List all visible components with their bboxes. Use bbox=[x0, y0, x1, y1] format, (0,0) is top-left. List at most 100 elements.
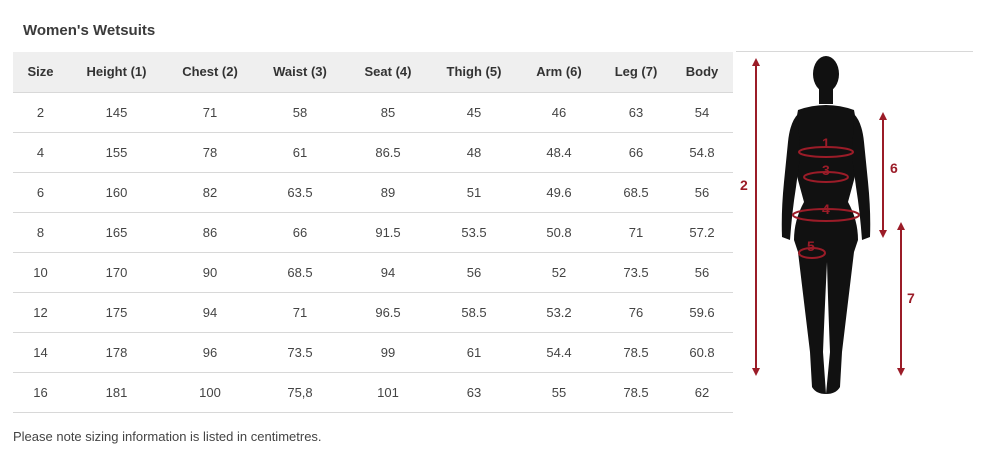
table-cell: 175 bbox=[68, 292, 165, 333]
table-cell: 51 bbox=[431, 172, 517, 213]
table-cell: 170 bbox=[68, 252, 165, 293]
table-cell: 49.6 bbox=[517, 172, 601, 213]
table-row: 2 145 71 58 85 45 46 63 54 bbox=[13, 92, 733, 133]
table-cell: 45 bbox=[431, 92, 517, 133]
table-cell: 61 bbox=[431, 332, 517, 373]
page-title: Women's Wetsuits bbox=[23, 22, 156, 39]
table-cell: 71 bbox=[165, 92, 255, 133]
table-cell: 76 bbox=[601, 292, 671, 333]
table-cell: 78 bbox=[165, 132, 255, 173]
table-cell: 66 bbox=[601, 132, 671, 173]
table-cell: 155 bbox=[68, 132, 165, 173]
marker-chest: 1 bbox=[822, 135, 830, 151]
table-cell: 54.8 bbox=[671, 132, 733, 173]
table-row: 14 178 96 73.5 99 61 54.4 78.5 60.8 bbox=[13, 332, 733, 373]
table-cell: 58.5 bbox=[431, 292, 517, 333]
column-header: Height (1) bbox=[68, 52, 165, 93]
table-cell: 86 bbox=[165, 212, 255, 253]
table-cell: 2 bbox=[13, 92, 68, 133]
sizing-note: Please note sizing information is listed… bbox=[13, 429, 322, 444]
size-chart-table: Size Height (1) Chest (2) Waist (3) Seat (4)… bbox=[13, 52, 733, 413]
table-cell: 91.5 bbox=[345, 212, 431, 253]
table-cell: 54.4 bbox=[517, 332, 601, 373]
table-cell: 78.5 bbox=[601, 332, 671, 373]
table-cell: 178 bbox=[68, 332, 165, 373]
table-cell: 60.8 bbox=[671, 332, 733, 373]
leg-arrow bbox=[897, 222, 905, 376]
thigh-ring bbox=[798, 247, 826, 259]
column-header: Arm (6) bbox=[517, 52, 601, 93]
table-cell: 56 bbox=[431, 252, 517, 293]
table-cell: 55 bbox=[517, 372, 601, 413]
arm-arrow bbox=[879, 112, 887, 238]
table-cell: 68.5 bbox=[255, 252, 345, 293]
table-cell: 99 bbox=[345, 332, 431, 373]
seat-ring bbox=[792, 208, 860, 222]
table-cell: 101 bbox=[345, 372, 431, 413]
table-cell: 82 bbox=[165, 172, 255, 213]
table-cell: 94 bbox=[165, 292, 255, 333]
marker-waist: 3 bbox=[822, 162, 830, 178]
table-cell: 58 bbox=[255, 92, 345, 133]
table-cell: 96 bbox=[165, 332, 255, 373]
table-cell: 78.5 bbox=[601, 372, 671, 413]
table-row: 10 170 90 68.5 94 56 52 73.5 56 bbox=[13, 252, 733, 293]
table-cell: 56 bbox=[671, 172, 733, 213]
table-cell: 66 bbox=[255, 212, 345, 253]
chest-ring bbox=[798, 146, 854, 158]
table-cell: 16 bbox=[13, 372, 68, 413]
marker-arm: 6 bbox=[890, 160, 898, 176]
table-cell: 53.5 bbox=[431, 212, 517, 253]
marker-thigh: 5 bbox=[807, 238, 815, 254]
table-cell: 4 bbox=[13, 132, 68, 173]
female-silhouette bbox=[781, 56, 871, 394]
table-cell: 48.4 bbox=[517, 132, 601, 173]
table-row: 16 181 100 75,8 101 63 55 78.5 62 bbox=[13, 372, 733, 413]
table-cell: 100 bbox=[165, 372, 255, 413]
table-row: 8 165 86 66 91.5 53.5 50.8 71 57.2 bbox=[13, 212, 733, 253]
table-cell: 61 bbox=[255, 132, 345, 173]
column-header: Waist (3) bbox=[255, 52, 345, 93]
table-cell: 86.5 bbox=[345, 132, 431, 173]
table-cell: 63.5 bbox=[255, 172, 345, 213]
table-cell: 89 bbox=[345, 172, 431, 213]
column-header: Size bbox=[13, 52, 68, 93]
table-cell: 75,8 bbox=[255, 372, 345, 413]
column-header: Thigh (5) bbox=[431, 52, 517, 93]
marker-seat: 4 bbox=[822, 201, 830, 217]
table-cell: 85 bbox=[345, 92, 431, 133]
table-cell: 73.5 bbox=[601, 252, 671, 293]
table-cell: 52 bbox=[517, 252, 601, 293]
marker-leg: 7 bbox=[907, 290, 915, 306]
column-header: Seat (4) bbox=[345, 52, 431, 93]
table-cell: 57.2 bbox=[671, 212, 733, 253]
table-cell: 68.5 bbox=[601, 172, 671, 213]
waist-ring bbox=[803, 171, 849, 183]
table-cell: 63 bbox=[431, 372, 517, 413]
table-cell: 59.6 bbox=[671, 292, 733, 333]
table-cell: 73.5 bbox=[255, 332, 345, 373]
table-cell: 53.2 bbox=[517, 292, 601, 333]
table-cell: 71 bbox=[601, 212, 671, 253]
body-measurement-figure: 2 1 3 4 5 6 7 bbox=[740, 56, 915, 394]
measurement-rings bbox=[792, 146, 860, 259]
table-cell: 46 bbox=[517, 92, 601, 133]
column-header: Leg (7) bbox=[601, 52, 671, 93]
height-arrow bbox=[752, 58, 760, 376]
table-cell: 145 bbox=[68, 92, 165, 133]
table-cell: 62 bbox=[671, 372, 733, 413]
table-cell: 6 bbox=[13, 172, 68, 213]
table-cell: 12 bbox=[13, 292, 68, 333]
table-cell: 8 bbox=[13, 212, 68, 253]
table-row: 12 175 94 71 96.5 58.5 53.2 76 59.6 bbox=[13, 292, 733, 333]
table-cell: 56 bbox=[671, 252, 733, 293]
table-cell: 63 bbox=[601, 92, 671, 133]
table-cell: 71 bbox=[255, 292, 345, 333]
table-cell: 48 bbox=[431, 132, 517, 173]
column-header: Body bbox=[671, 52, 733, 93]
table-cell: 50.8 bbox=[517, 212, 601, 253]
marker-height: 2 bbox=[740, 177, 748, 193]
table-cell: 160 bbox=[68, 172, 165, 213]
table-cell: 96.5 bbox=[345, 292, 431, 333]
table-cell: 90 bbox=[165, 252, 255, 293]
